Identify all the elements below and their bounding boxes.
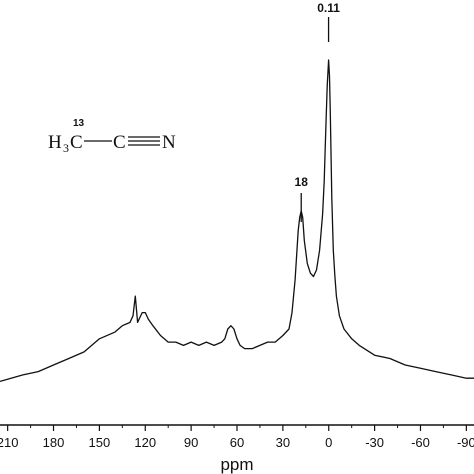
x-tick-label: 180 [43, 435, 65, 450]
peak-label: 0.11 [317, 1, 340, 15]
methyl-h: H [48, 132, 62, 153]
x-tick-label: -30 [365, 435, 384, 450]
methyl-carbon: C [70, 132, 83, 153]
x-axis-ticks: 210 180 150 120 90 60 30 0 -30 -60 -90 [0, 425, 474, 450]
x-tick-label: -90 [457, 435, 474, 450]
nitrile-carbon: C [113, 132, 126, 153]
acetonitrile-structure: 13 H 3 C C N [48, 118, 176, 155]
x-tick-label: -60 [411, 435, 430, 450]
x-tick-label: 90 [184, 435, 198, 450]
peak-label: 18 [295, 175, 309, 189]
isotope-label: 13 [73, 118, 85, 129]
peak-annotations: 0.11 18 [295, 1, 340, 222]
x-tick-label: 60 [230, 435, 244, 450]
x-axis-title: ppm [220, 455, 253, 474]
methyl-subscript: 3 [63, 141, 69, 155]
nitrogen-atom: N [162, 132, 176, 153]
spectrum-line [0, 59, 474, 383]
x-tick-label: 210 [0, 435, 18, 450]
x-tick-label: 0 [325, 435, 332, 450]
x-tick-label: 30 [276, 435, 290, 450]
x-tick-label: 120 [134, 435, 156, 450]
x-tick-label: 150 [89, 435, 111, 450]
